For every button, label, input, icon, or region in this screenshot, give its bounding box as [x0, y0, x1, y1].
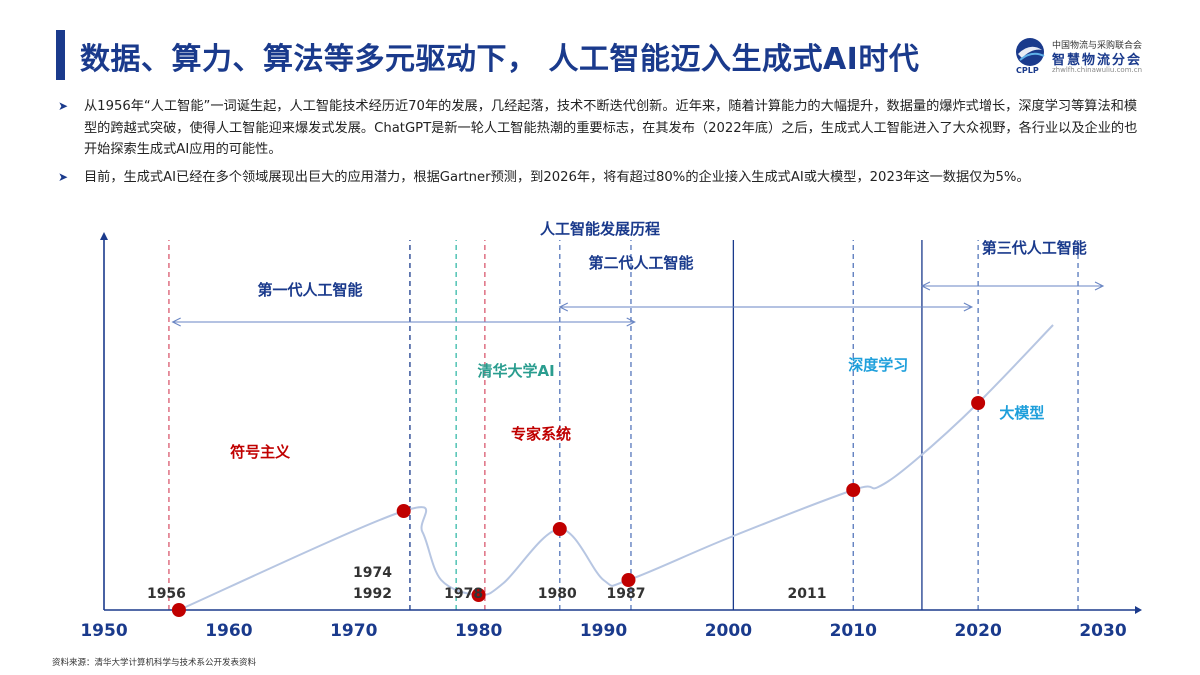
milestone-annotation: 深度学习 — [848, 356, 908, 374]
milestone-year-label: 1980 — [538, 586, 577, 602]
milestone-annotation: 清华大学AI — [477, 362, 554, 380]
era-arrow-right-icon — [626, 317, 636, 327]
bullet-arrow-icon: ➤ — [58, 169, 69, 184]
logo-org-name: 中国物流与采购联合会 — [1052, 41, 1143, 51]
x-tick-label: 2010 — [830, 621, 877, 641]
org-logo: CPLP 中国物流与采购联合会 智慧物流分会 zhwlfh.chinawuliu… — [1014, 36, 1164, 76]
x-tick-label: 1980 — [455, 621, 502, 641]
bullet-item: ➤ 从1956年“人工智能”一词诞生起，人工智能技术经历近70年的发展，几经起落… — [58, 96, 1150, 161]
milestone-year-label: 1974 — [353, 565, 392, 581]
x-tick-label: 1950 — [80, 621, 127, 641]
milestone-annotation: 符号主义 — [230, 443, 290, 461]
x-tick-label: 1970 — [330, 621, 377, 641]
milestone-marker — [971, 396, 986, 410]
logo-branch-name: 智慧物流分会 — [1052, 53, 1143, 68]
source-note: 资料来源：清华大学计算机科学与技术系公开发表资料 — [52, 658, 257, 668]
milestone-year-label: 1992 — [353, 586, 392, 602]
logo-abbr: CPLP — [1016, 66, 1039, 75]
bullet-text: 目前，生成式AI已经在多个领域展现出巨大的应用潜力，根据Gartner预测，到2… — [84, 169, 1030, 185]
bullet-list: ➤ 从1956年“人工智能”一词诞生起，人工智能技术经历近70年的发展，几经起落… — [58, 96, 1150, 194]
x-tick-label: 1960 — [205, 621, 252, 641]
bullet-item: ➤ 目前，生成式AI已经在多个领域展现出巨大的应用潜力，根据Gartner预测，… — [58, 167, 1150, 189]
logo-website: zhwlfh.chinawuliu.com.cn — [1052, 66, 1143, 74]
page-title: 数据、算力、算法等多元驱动下， 人工智能迈入生成式AI时代 — [80, 42, 920, 77]
x-tick-label: 2030 — [1079, 621, 1126, 641]
milestone-year-label: 1987 — [606, 586, 645, 602]
x-tick-label: 2020 — [954, 621, 1001, 641]
milestone-year-label: 1978 — [444, 586, 483, 602]
era-label: 第二代人工智能 — [588, 254, 693, 272]
milestone-year-label: 2011 — [788, 586, 827, 602]
era-arrow-left-icon — [920, 281, 931, 291]
title-accent-bar — [56, 30, 65, 80]
chart-title: 人工智能发展历程 — [540, 220, 660, 238]
era-label: 第一代人工智能 — [258, 281, 363, 299]
x-axis-arrow-icon — [1135, 606, 1142, 614]
era-arrow-left-icon — [171, 317, 181, 327]
y-axis-arrow-icon — [100, 232, 108, 240]
era-arrow-right-icon — [1094, 281, 1105, 291]
milestone-marker — [552, 522, 567, 536]
era-arrow-left-icon — [558, 302, 569, 312]
milestone-marker — [471, 588, 486, 602]
milestone-annotation: 专家系统 — [511, 425, 571, 443]
bullet-text: 从1956年“人工智能”一词诞生起，人工智能技术经历近70年的发展，几经起落，技… — [84, 99, 1138, 157]
x-tick-label: 1990 — [580, 621, 627, 641]
milestone-annotation: 大模型 — [999, 404, 1044, 422]
milestone-marker — [171, 603, 186, 617]
milestone-year-label: 1956 — [147, 586, 186, 602]
ai-development-curve — [178, 324, 1054, 611]
ai-history-chart: 人工智能发展历程 1950 1960 1970 1980 1990 2000 2010 2020… — [80, 220, 1142, 641]
milestone-marker — [396, 504, 411, 518]
era-label: 第三代人工智能 — [982, 239, 1087, 257]
era-arrow-right-icon — [963, 302, 974, 312]
milestone-marker — [846, 483, 861, 497]
milestone-marker — [621, 573, 636, 587]
bullet-arrow-icon: ➤ — [58, 99, 69, 113]
x-tick-label: 2000 — [705, 621, 752, 641]
globe-logo-icon — [1016, 38, 1045, 66]
